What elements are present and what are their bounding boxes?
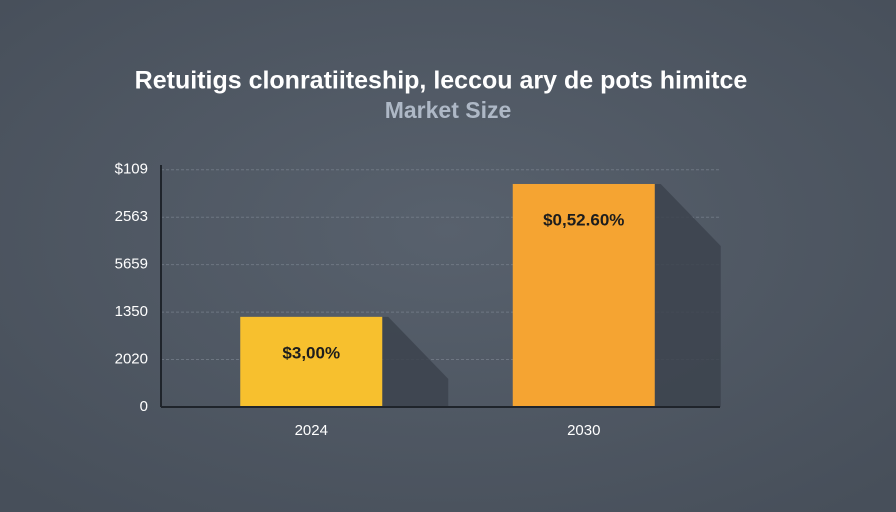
x-tick-label: 2030 xyxy=(567,422,600,439)
y-tick-label: $109 xyxy=(115,161,148,178)
bar-shadow xyxy=(382,316,449,407)
bar xyxy=(240,316,383,407)
y-tick-label: 2020 xyxy=(115,351,148,368)
y-tick-label: 5659 xyxy=(115,256,148,273)
bar-annotation: $3,00% xyxy=(282,343,340,362)
y-tick-label: 2563 xyxy=(115,208,148,225)
bar xyxy=(512,183,655,407)
y-tick-label: 1350 xyxy=(115,303,148,320)
x-tick-label: 2024 xyxy=(295,422,328,439)
chart-subtitle: Market Size xyxy=(385,97,512,123)
chart-title: Retuitigs clonratiiteship, leccou ary de… xyxy=(135,67,748,95)
y-tick-label: 0 xyxy=(140,398,148,415)
bar-annotation: $0,52.60% xyxy=(543,210,624,229)
bar-shadow xyxy=(654,183,721,407)
